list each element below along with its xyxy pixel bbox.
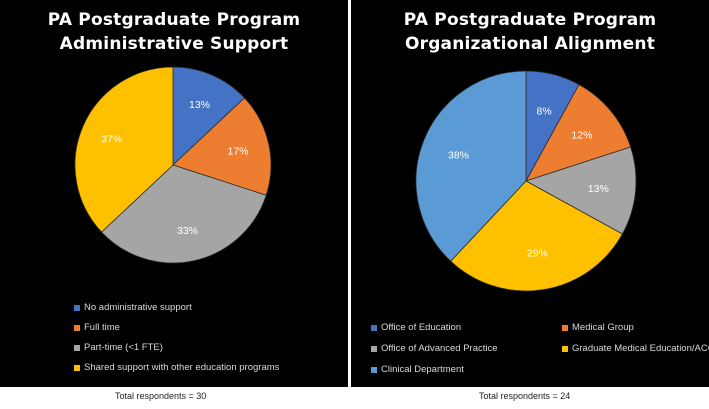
legend-label: Office of Advanced Practice — [381, 343, 498, 354]
pie-slice — [100, 164, 267, 264]
pie-slice-label: 33% — [177, 225, 198, 237]
chart-title-line-2: Administrative Support — [59, 34, 289, 54]
legend-swatch — [74, 344, 80, 351]
legend-label: Full time — [84, 322, 120, 333]
legend-label: Shared support with other education prog… — [84, 362, 280, 373]
legend-item: Part-time (<1 FTE) — [74, 342, 163, 353]
respondents-note: Total respondents = 30 — [115, 391, 207, 401]
pie-slice-label: 38% — [448, 149, 469, 161]
legend-swatch — [371, 366, 377, 373]
pie-slice-label: 13% — [588, 183, 609, 195]
pie-slice-label: 29% — [527, 248, 548, 260]
legend-item: Clinical Department — [371, 364, 464, 375]
pie-slice — [525, 84, 632, 182]
legend-item: Office of Education — [371, 322, 461, 333]
pie-slice — [524, 146, 637, 235]
legend-item: Graduate Medical Education/ACGME — [562, 343, 709, 354]
pie-slice — [172, 66, 246, 166]
legend-item: No administrative support — [74, 302, 192, 313]
pie-slice — [415, 70, 527, 262]
legend-swatch — [562, 324, 568, 331]
legend-label: Office of Education — [381, 322, 462, 333]
legend-label: No administrative support — [84, 302, 192, 313]
legend-item: Shared support with other education prog… — [74, 362, 279, 373]
legend-swatch — [74, 324, 80, 331]
legend-swatch — [562, 345, 568, 352]
legend-swatch — [74, 364, 80, 371]
legend-item: Office of Advanced Practice — [371, 343, 498, 354]
chart-title: PA Postgraduate Program Organizational A… — [351, 8, 709, 56]
legend-swatch — [371, 345, 377, 352]
legend-item: Medical Group — [562, 322, 634, 333]
legend-label: Medical Group — [572, 322, 634, 333]
respondents-note: Total respondents = 24 — [479, 391, 571, 401]
chart-panel-administrative-support: PA Postgraduate Program Administrative S… — [0, 0, 348, 387]
pie-slice-label: 12% — [571, 130, 592, 142]
pie-slice-label: 8% — [537, 106, 552, 118]
legend-swatch — [371, 324, 377, 331]
chart-title-line-1: PA Postgraduate Program — [47, 10, 301, 30]
legend-label: Clinical Department — [381, 364, 464, 375]
chart-title-line-1: PA Postgraduate Program — [403, 10, 657, 30]
pie-slice — [172, 97, 272, 196]
pie-slice — [450, 180, 623, 292]
pie-slice-label: 17% — [227, 146, 248, 158]
chart-panel-organizational-alignment: PA Postgraduate Program Organizational A… — [351, 0, 709, 387]
pie-slice — [74, 66, 174, 233]
legend-swatch — [74, 304, 80, 311]
pie-chart-administrative-support: 13% 17% 33% 37% — [74, 66, 272, 264]
chart-title-line-2: Organizational Alignment — [404, 34, 656, 54]
legend-label: Graduate Medical Education/ACGME — [572, 343, 709, 354]
chart-title: PA Postgraduate Program Administrative S… — [0, 8, 348, 56]
legend-item: Full time — [74, 322, 120, 333]
pie-chart-organizational-alignment: 8% 12% 13% 29% 38% — [415, 70, 637, 292]
pie-slice-label: 13% — [189, 99, 210, 111]
pie-slice-label: 37% — [101, 134, 122, 146]
legend-label: Part-time (<1 FTE) — [84, 342, 163, 353]
